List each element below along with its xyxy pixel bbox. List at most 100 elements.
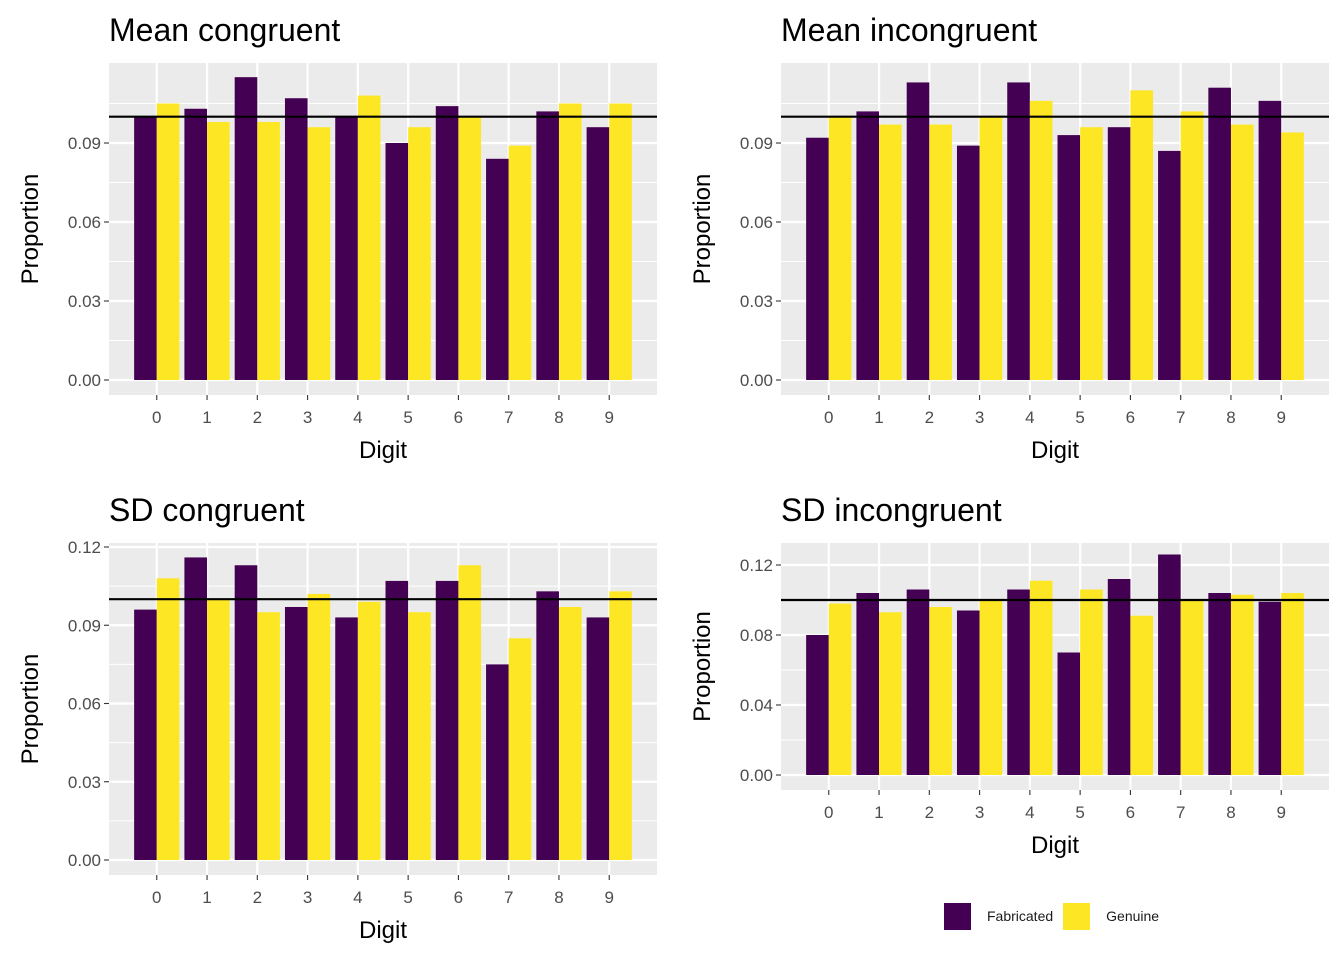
y-tick-label: 0.00 — [68, 851, 101, 870]
bar-fabricated-5 — [1057, 652, 1081, 775]
x-tick-label: 5 — [1075, 408, 1084, 427]
x-tick-label: 5 — [1075, 803, 1084, 822]
x-tick-label: 2 — [925, 408, 934, 427]
bar-fabricated-0 — [134, 609, 157, 860]
x-tick-label: 1 — [202, 408, 211, 427]
x-tick-label: 8 — [1226, 803, 1235, 822]
bar-genuine-8 — [1230, 124, 1254, 380]
bar-fabricated-1 — [184, 108, 208, 381]
x-tick-label: 2 — [253, 888, 262, 907]
bar-genuine-8 — [558, 103, 582, 380]
x-tick-label: 1 — [202, 888, 211, 907]
bar-fabricated-9 — [1258, 100, 1282, 380]
x-tick-label: 1 — [874, 408, 883, 427]
legend-label-fabricated: Fabricated — [987, 908, 1054, 924]
x-tick-label: 3 — [303, 408, 312, 427]
bar-fabricated-0 — [134, 116, 157, 381]
bar-genuine-5 — [1080, 589, 1103, 775]
bar-genuine-6 — [1130, 615, 1154, 775]
bar-fabricated-8 — [536, 591, 559, 860]
bar-fabricated-1 — [856, 111, 880, 381]
y-tick-label: 0.00 — [740, 766, 773, 785]
bar-genuine-8 — [1230, 594, 1254, 775]
y-tick-label: 0.03 — [740, 292, 773, 311]
y-tick-label: 0.03 — [68, 773, 101, 792]
bar-fabricated-6 — [1107, 579, 1131, 775]
x-tick-label: 0 — [824, 408, 833, 427]
x-axis-title: Digit — [1031, 437, 1079, 464]
bar-genuine-1 — [879, 124, 902, 380]
x-tick-label: 0 — [824, 803, 833, 822]
bar-genuine-9 — [609, 591, 632, 860]
bar-genuine-7 — [508, 145, 532, 380]
x-tick-label: 7 — [1176, 803, 1185, 822]
bar-fabricated-8 — [1208, 593, 1231, 775]
x-tick-label: 8 — [1226, 408, 1235, 427]
bar-genuine-2 — [257, 121, 280, 380]
bar-fabricated-9 — [586, 127, 610, 380]
bar-genuine-2 — [929, 607, 952, 775]
y-tick-label: 0.00 — [68, 371, 101, 390]
chart-panel-1: 0.00 0.03 0.06 0.09 0 1 2 3 4 5 6 7 8 9 Digit Proportio… — [689, 12, 1329, 464]
bar-fabricated-2 — [234, 565, 258, 860]
bar-genuine-3 — [307, 593, 331, 860]
bar-fabricated-1 — [184, 557, 208, 860]
x-tick-label: 4 — [353, 408, 362, 427]
bar-fabricated-7 — [486, 664, 509, 860]
bar-fabricated-2 — [906, 589, 930, 775]
x-tick-label: 3 — [303, 888, 312, 907]
chart-panel-0: 0.00 0.03 0.06 0.09 0 1 2 3 4 5 6 7 8 9 Digit Proportio… — [17, 12, 657, 464]
bar-genuine-1 — [207, 599, 230, 860]
y-tick-label: 0.06 — [68, 695, 101, 714]
bar-genuine-8 — [558, 606, 582, 860]
x-tick-label: 9 — [1277, 408, 1286, 427]
x-tick-label: 0 — [152, 888, 161, 907]
bar-fabricated-4 — [335, 617, 358, 860]
bar-fabricated-7 — [1158, 554, 1181, 775]
x-tick-label: 9 — [1277, 803, 1286, 822]
bar-fabricated-7 — [486, 158, 509, 380]
bar-genuine-7 — [508, 638, 532, 860]
bar-genuine-0 — [156, 103, 180, 380]
x-tick-label: 6 — [1126, 803, 1135, 822]
x-tick-label: 4 — [1025, 408, 1034, 427]
x-tick-label: 9 — [605, 408, 614, 427]
y-tick-label: 0.12 — [68, 538, 101, 557]
bar-genuine-7 — [1180, 111, 1204, 381]
x-tick-label: 6 — [454, 408, 463, 427]
legend-label-genuine: Genuine — [1106, 908, 1160, 924]
y-axis-title: Proportion — [689, 611, 716, 722]
bar-fabricated-1 — [856, 593, 880, 775]
bar-genuine-5 — [408, 127, 431, 380]
bar-fabricated-8 — [1208, 87, 1231, 380]
bar-genuine-3 — [979, 600, 1003, 775]
bar-genuine-4 — [357, 95, 381, 380]
bar-fabricated-6 — [435, 106, 459, 380]
bar-fabricated-4 — [1007, 589, 1030, 775]
x-tick-label: 3 — [975, 803, 984, 822]
x-axis-title: Digit — [359, 437, 407, 464]
chart-panel-3: 0.00 0.04 0.08 0.12 0 1 2 3 4 5 6 7 8 9 Digit Proportio… — [689, 492, 1329, 859]
x-tick-label: 7 — [504, 408, 513, 427]
panel-title-mean-incongruent: Mean incongruent — [781, 12, 1037, 48]
x-tick-label: 8 — [554, 888, 563, 907]
bar-fabricated-2 — [906, 82, 930, 380]
bar-genuine-4 — [1029, 580, 1053, 775]
bar-genuine-9 — [609, 103, 632, 380]
bar-genuine-6 — [458, 565, 482, 860]
bar-genuine-7 — [1180, 600, 1204, 775]
y-tick-label: 0.06 — [740, 213, 773, 232]
x-tick-label: 7 — [504, 888, 513, 907]
bar-genuine-3 — [307, 127, 331, 380]
y-tick-label: 0.12 — [740, 556, 773, 575]
bar-genuine-1 — [207, 121, 230, 380]
panel-title-mean-congruent: Mean congruent — [109, 12, 340, 48]
x-tick-label: 5 — [403, 888, 412, 907]
panel-title-sd-incongruent: SD incongruent — [781, 492, 1002, 528]
bar-genuine-0 — [156, 578, 180, 860]
bar-genuine-6 — [458, 116, 482, 381]
y-tick-label: 0.09 — [740, 134, 773, 153]
bar-fabricated-5 — [385, 143, 409, 380]
bar-fabricated-9 — [586, 617, 610, 860]
